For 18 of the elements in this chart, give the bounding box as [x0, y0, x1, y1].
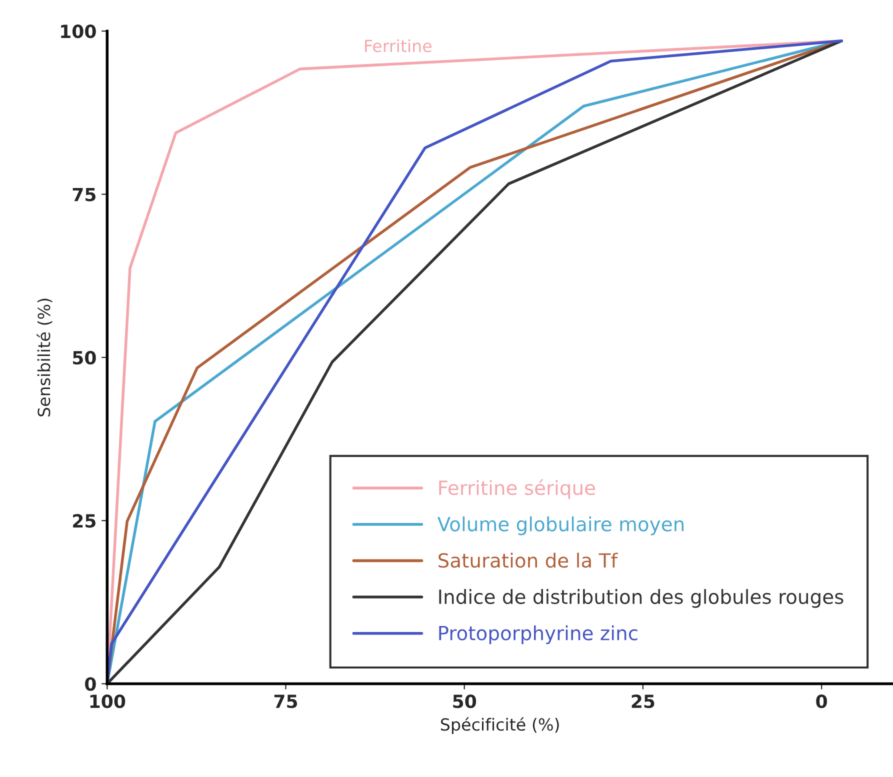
y-tick-label: 100 — [61, 24, 96, 38]
legend-label: Protoporphyrine zinc — [439, 625, 638, 644]
legend-label: Ferritine sérique — [439, 479, 595, 499]
y-tick-label: 75 — [72, 188, 96, 202]
x-tick-label: 0 — [816, 694, 827, 708]
x-axis-title: Spécificité (%) — [440, 717, 559, 734]
x-tick-label: 25 — [632, 694, 654, 708]
y-tick-label: 25 — [73, 514, 96, 528]
y-tick-label: 0 — [85, 677, 96, 691]
legend-label: Indice de distribution des globules rouges — [439, 589, 844, 608]
x-tick-label: 75 — [274, 694, 298, 708]
y-tick-label: 50 — [73, 350, 96, 365]
y-axis-title: Sensibilité (%) — [36, 298, 52, 416]
x-tick-label: 50 — [453, 694, 476, 708]
x-tick-label: 100 — [90, 694, 126, 708]
legend-label: Volume globulaire moyen — [437, 516, 684, 536]
annotation: Ferritine — [365, 39, 432, 52]
legend-label: Saturation de la Tf — [438, 552, 618, 568]
